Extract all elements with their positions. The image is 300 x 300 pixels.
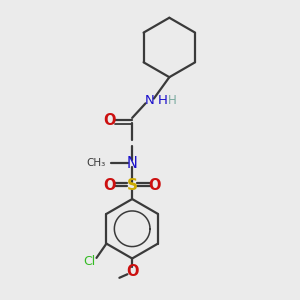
Text: H: H: [168, 94, 177, 107]
Text: S: S: [127, 178, 138, 193]
Text: O: O: [103, 178, 116, 193]
Text: O: O: [126, 264, 138, 279]
Text: O: O: [103, 113, 116, 128]
Text: N: N: [127, 156, 138, 171]
Text: O: O: [148, 178, 161, 193]
Text: CH₃: CH₃: [87, 158, 106, 168]
Text: Cl: Cl: [83, 255, 95, 268]
Text: N: N: [145, 94, 155, 107]
Text: H: H: [158, 94, 167, 107]
